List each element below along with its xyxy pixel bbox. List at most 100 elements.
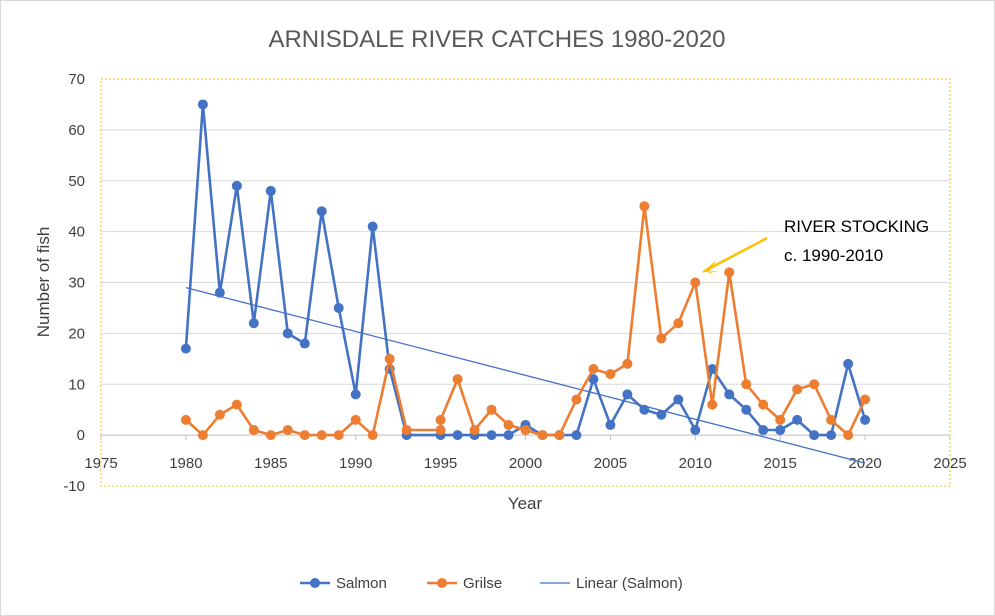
y-axis-title: Number of fish bbox=[34, 227, 53, 338]
x-tick-label: 2010 bbox=[679, 455, 712, 472]
data-point-salmon bbox=[486, 430, 497, 441]
data-point-grilse bbox=[350, 414, 361, 425]
data-point-grilse bbox=[809, 379, 820, 390]
x-tick-label: 2025 bbox=[933, 455, 966, 472]
chart-title: ARNISDALE RIVER CATCHES 1980-2020 bbox=[268, 26, 725, 53]
legend-swatch-marker bbox=[437, 578, 447, 588]
annotation-arrow-shaft bbox=[710, 236, 768, 269]
data-point-salmon bbox=[758, 425, 769, 436]
legend-label: Linear (Salmon) bbox=[576, 575, 683, 592]
y-tick-label: 40 bbox=[68, 224, 85, 241]
data-point-grilse bbox=[316, 430, 327, 441]
data-point-salmon bbox=[588, 374, 599, 385]
data-point-grilse bbox=[843, 430, 854, 441]
y-axis-ticks: -10 0 10 20 30 40 50 60 70 bbox=[63, 71, 85, 495]
legend-label: Grilse bbox=[463, 575, 502, 592]
data-point-salmon bbox=[299, 338, 310, 349]
x-tick-label: 2020 bbox=[848, 455, 881, 472]
data-point-grilse bbox=[384, 353, 395, 364]
data-point-salmon bbox=[282, 328, 293, 339]
data-point-grilse bbox=[367, 430, 378, 441]
data-point-grilse bbox=[792, 384, 803, 395]
data-point-grilse bbox=[486, 404, 497, 415]
data-point-salmon bbox=[452, 430, 463, 441]
legend[interactable]: Salmon Grilse Linear (Salmon) bbox=[300, 575, 683, 592]
data-point-salmon bbox=[860, 414, 871, 425]
data-point-grilse bbox=[622, 358, 633, 369]
data-point-salmon bbox=[673, 394, 684, 405]
data-point-salmon bbox=[350, 389, 361, 400]
data-point-salmon bbox=[639, 404, 650, 415]
data-point-salmon bbox=[180, 343, 191, 354]
y-tick-label: 0 bbox=[77, 427, 85, 444]
y-tick-label: -10 bbox=[63, 478, 85, 495]
data-point-salmon bbox=[826, 430, 837, 441]
data-point-grilse bbox=[282, 425, 293, 436]
data-point-grilse bbox=[588, 363, 599, 374]
gridlines bbox=[101, 129, 950, 436]
annotation-line-1: RIVER STOCKING bbox=[784, 217, 929, 236]
legend-item-grilse: Grilse bbox=[427, 575, 502, 592]
y-tick-label: 50 bbox=[68, 173, 85, 190]
y-tick-label: 60 bbox=[68, 122, 85, 139]
series-line-salmon bbox=[184, 103, 867, 437]
x-axis-title: Year bbox=[508, 494, 543, 513]
data-point-grilse bbox=[741, 379, 752, 390]
data-point-salmon bbox=[843, 358, 854, 369]
x-tick-label: 2015 bbox=[764, 455, 797, 472]
data-point-grilse bbox=[248, 425, 259, 436]
data-point-salmon bbox=[197, 99, 208, 110]
data-point-salmon bbox=[316, 206, 327, 217]
data-point-grilse bbox=[333, 430, 344, 441]
data-point-salmon bbox=[214, 287, 225, 298]
data-point-salmon bbox=[367, 221, 378, 232]
y-tick-label: 10 bbox=[68, 376, 85, 393]
data-point-grilse bbox=[605, 369, 616, 380]
x-tick-label: 2005 bbox=[594, 455, 627, 472]
data-point-grilse bbox=[435, 425, 446, 436]
legend-item-linear-salmon-: Linear (Salmon) bbox=[540, 575, 683, 592]
data-point-salmon bbox=[741, 404, 752, 415]
data-point-grilse bbox=[639, 201, 650, 212]
data-point-grilse bbox=[452, 374, 463, 385]
data-point-salmon bbox=[503, 430, 514, 441]
data-point-salmon bbox=[231, 180, 242, 191]
data-point-grilse bbox=[707, 399, 718, 410]
data-point-salmon bbox=[265, 185, 276, 196]
data-point-grilse bbox=[690, 277, 701, 288]
data-point-grilse bbox=[469, 425, 480, 436]
legend-swatch-marker bbox=[310, 578, 320, 588]
data-point-grilse bbox=[673, 318, 684, 329]
data-point-grilse bbox=[231, 399, 242, 410]
x-tick-label: 1975 bbox=[84, 455, 117, 472]
data-point-salmon bbox=[333, 302, 344, 313]
annotation-line-2: c. 1990-2010 bbox=[784, 246, 883, 265]
legend-item-salmon: Salmon bbox=[300, 575, 387, 592]
data-point-salmon bbox=[622, 389, 633, 400]
data-point-grilse bbox=[197, 430, 208, 441]
data-point-grilse bbox=[299, 430, 310, 441]
annotation-arrow-head bbox=[701, 260, 720, 274]
data-point-grilse bbox=[537, 430, 548, 441]
x-tick-label: 1995 bbox=[424, 455, 457, 472]
legend-label: Salmon bbox=[336, 575, 387, 592]
x-tick-label: 1980 bbox=[169, 455, 202, 472]
data-point-grilse bbox=[214, 409, 225, 420]
data-point-salmon bbox=[605, 419, 616, 430]
data-point-grilse bbox=[435, 414, 446, 425]
y-tick-label: 20 bbox=[68, 325, 85, 342]
data-point-grilse bbox=[571, 394, 582, 405]
data-point-grilse bbox=[401, 425, 412, 436]
data-point-grilse bbox=[520, 425, 531, 436]
data-point-grilse bbox=[860, 394, 871, 405]
series-layer bbox=[180, 99, 871, 464]
data-point-grilse bbox=[503, 419, 514, 430]
data-point-salmon bbox=[775, 425, 786, 436]
y-tick-label: 30 bbox=[68, 275, 85, 292]
data-point-salmon bbox=[809, 430, 820, 441]
data-point-grilse bbox=[758, 399, 769, 410]
data-point-salmon bbox=[571, 430, 582, 441]
trendline-salmon bbox=[185, 286, 866, 464]
x-tick-label: 1990 bbox=[339, 455, 372, 472]
